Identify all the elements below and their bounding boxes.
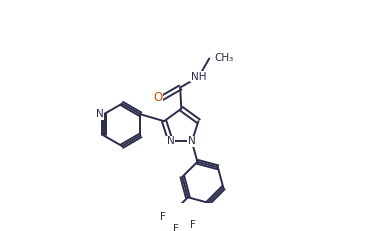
Text: F: F xyxy=(160,212,166,222)
Text: F: F xyxy=(173,224,179,231)
Text: N: N xyxy=(188,136,196,146)
Text: F: F xyxy=(191,220,196,230)
Text: CH₃: CH₃ xyxy=(215,53,234,63)
Text: N: N xyxy=(167,136,175,146)
Text: NH: NH xyxy=(191,72,206,82)
Text: O: O xyxy=(153,91,162,103)
Text: N: N xyxy=(96,109,104,119)
